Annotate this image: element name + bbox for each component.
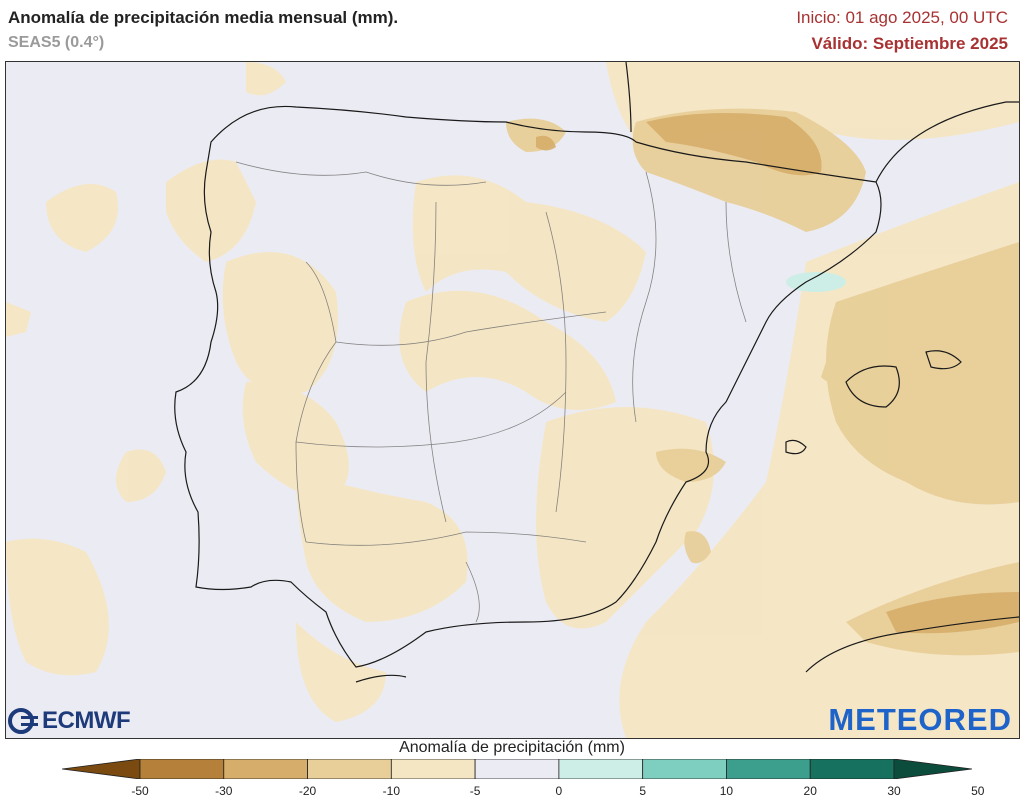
legend-swatch: [474, 759, 560, 779]
valid-period: Válido: Septiembre 2025: [811, 34, 1008, 53]
legend-tick-label: -10: [382, 784, 400, 798]
ecmwf-logo-text: ECMWF: [42, 707, 131, 734]
legend-tick-label: 0: [555, 784, 563, 798]
legend-swatch: [558, 759, 644, 779]
legend-swatch: [62, 759, 141, 779]
legend-swatch: [809, 759, 895, 779]
legend-tick-label: -5: [469, 784, 481, 798]
anomaly-strong-dry: [536, 113, 1019, 634]
map-title: Anomalía de precipitación media mensual …: [8, 8, 399, 27]
legend-swatch: [726, 759, 811, 779]
precipitation-anomaly-map[interactable]: [5, 61, 1020, 739]
region-borders: [235, 161, 747, 623]
legend-swatch: [893, 759, 972, 779]
legend-tick-label: 10: [719, 784, 734, 798]
legend-tick-label: -50: [131, 784, 149, 798]
legend-tick-label: 50: [971, 784, 985, 798]
color-legend: [62, 759, 972, 779]
legend-title: Anomalía de precipitación (mm): [399, 739, 625, 756]
ecmwf-logo: ECMWF: [8, 707, 131, 735]
legend-swatch: [390, 759, 476, 779]
coastlines: [174, 62, 1019, 683]
legend-tick-label: 5: [639, 784, 646, 798]
meteored-logo: METEORED: [828, 702, 1012, 737]
legend-swatch: [307, 759, 392, 779]
anomaly-light-wet: [786, 272, 846, 292]
legend-tick-label: 20: [803, 784, 817, 798]
legend-swatch: [223, 759, 308, 779]
legend-swatch: [139, 759, 225, 779]
legend-tick-label: -20: [298, 784, 317, 798]
legend-tick-label: -30: [215, 784, 233, 798]
ecmwf-emblem-icon: [8, 708, 38, 734]
legend-tick-label: 30: [887, 784, 901, 798]
init-time: Inicio: 01 ago 2025, 00 UTC: [796, 8, 1008, 27]
model-label: SEAS5 (0.4°): [8, 34, 105, 51]
legend-swatch: [642, 759, 727, 779]
